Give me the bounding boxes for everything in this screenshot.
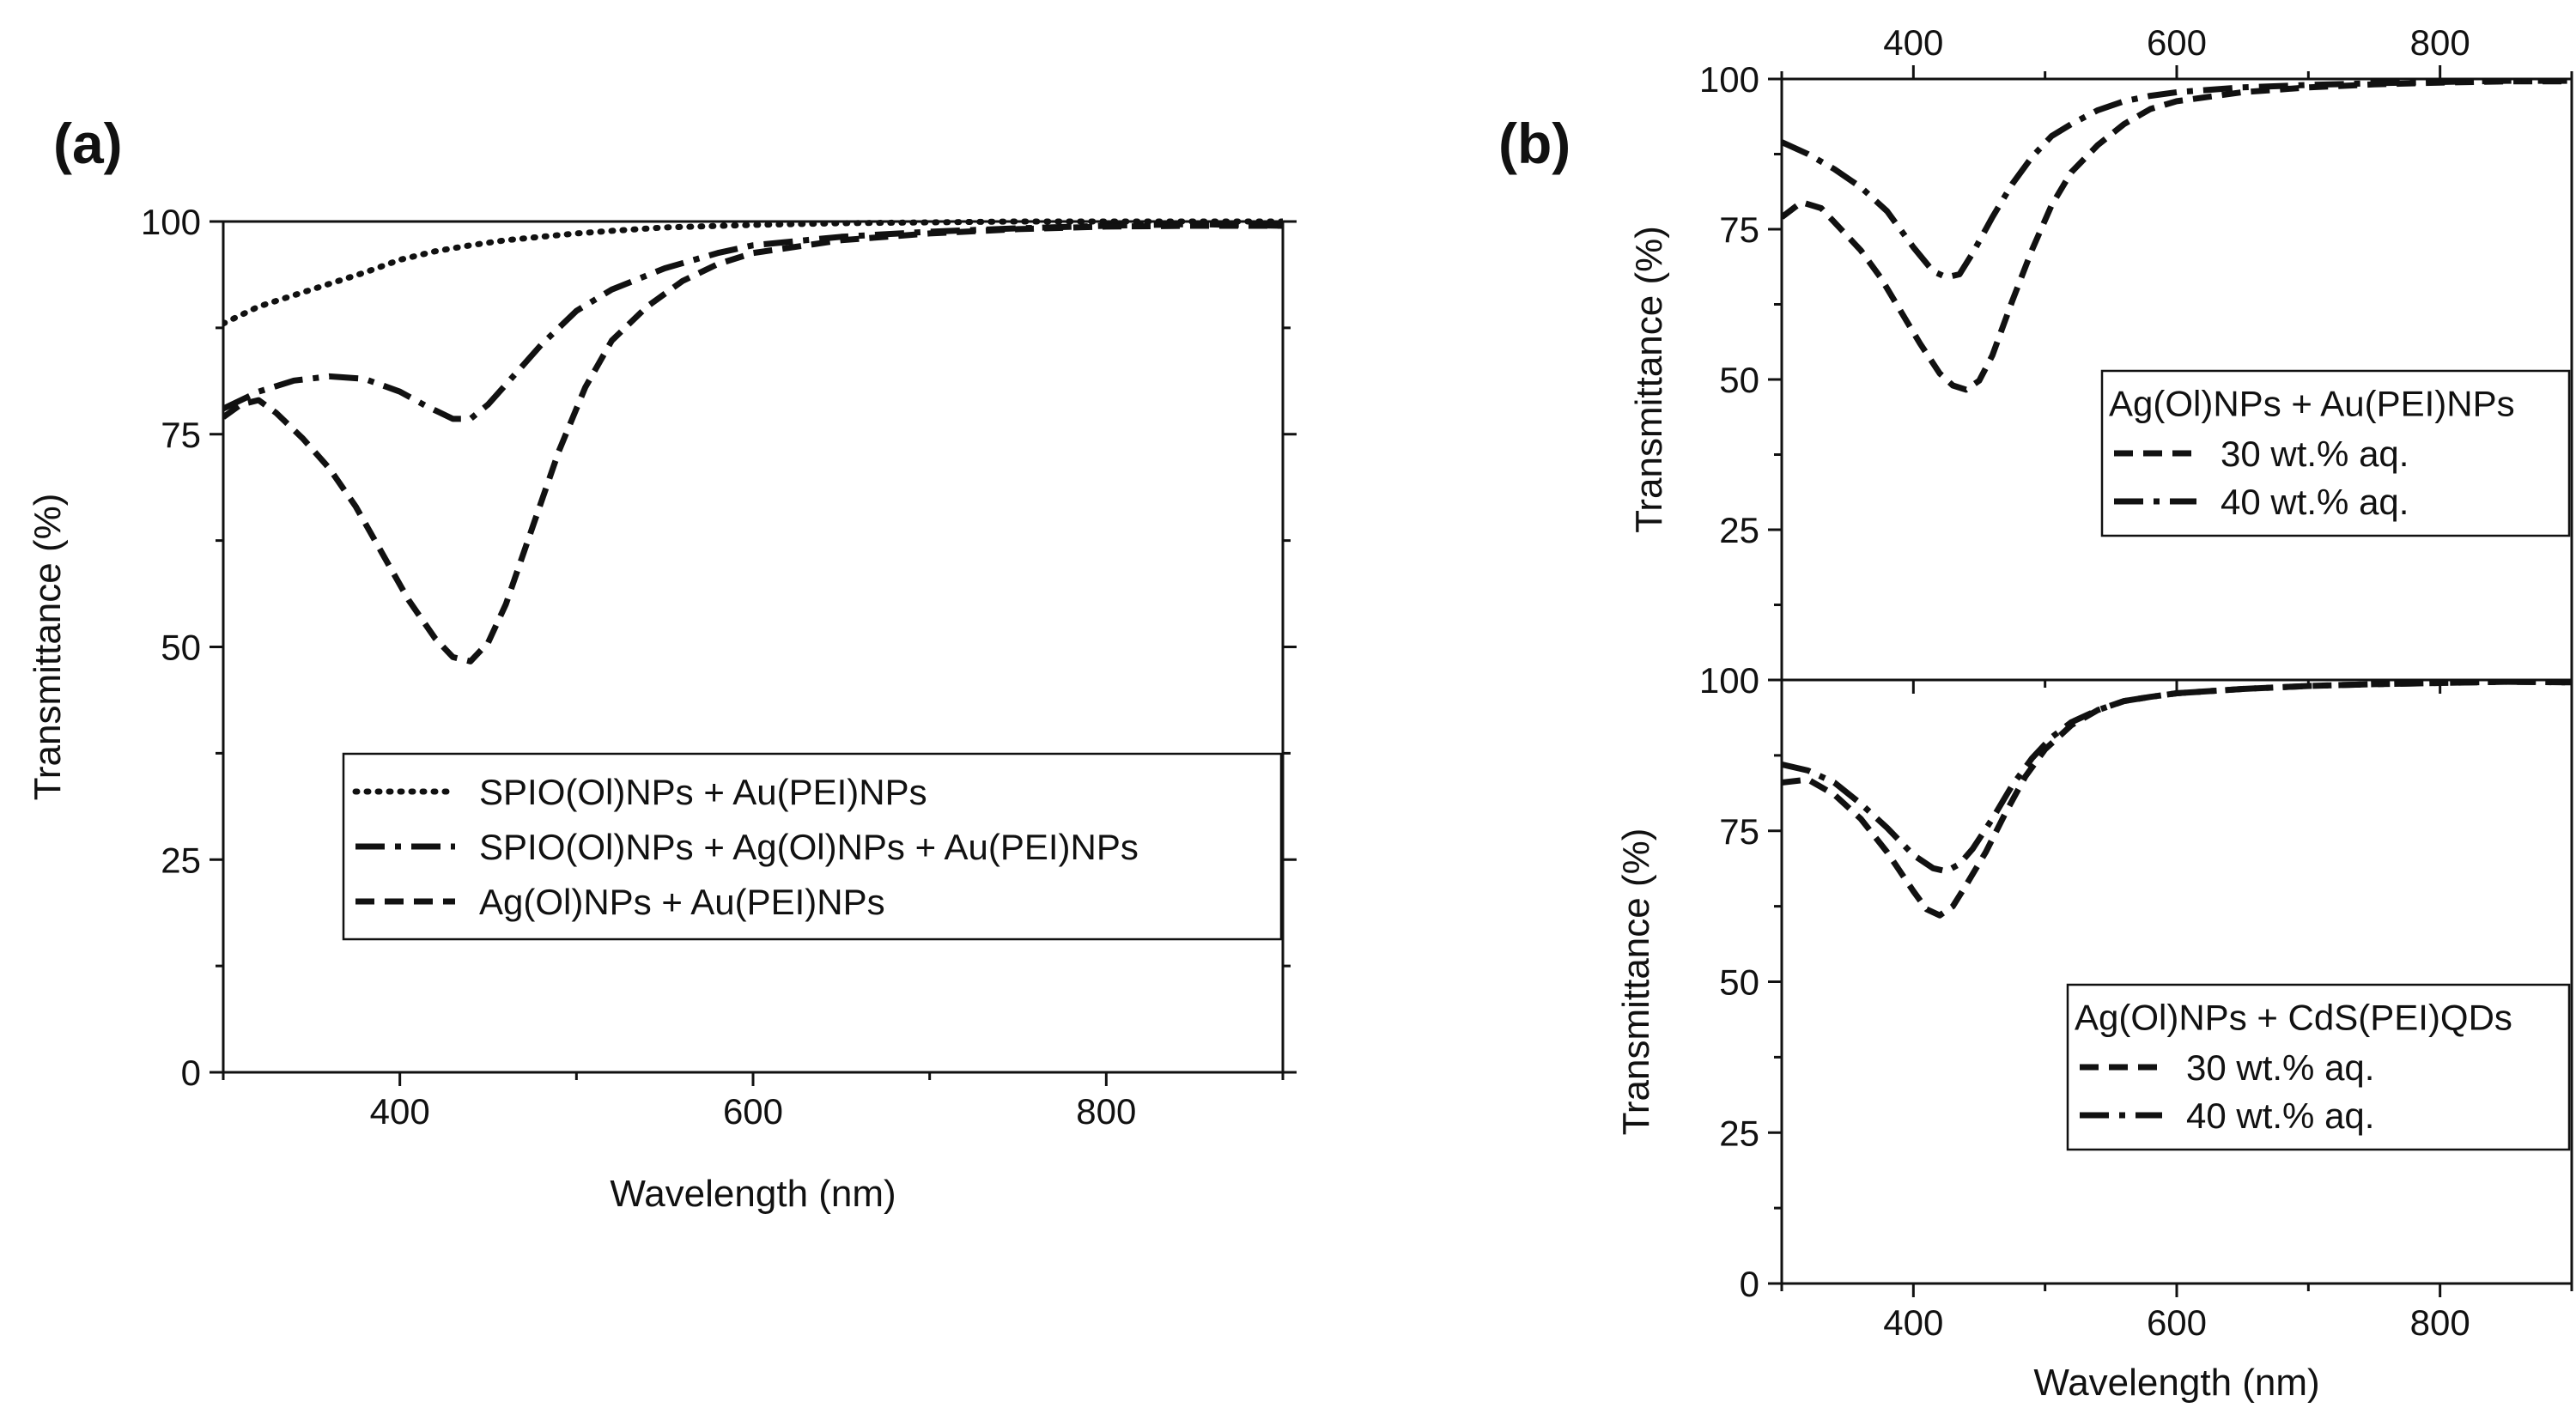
legend-entry: 40 wt.% aq. [2186,1095,2374,1136]
y-tick-label: 100 [1699,660,1759,701]
y-tick-label: 50 [1719,360,1759,400]
y-tick-label: 25 [161,840,201,880]
legend-title: Ag(Ol)NPs + Au(PEI)NPs [2109,383,2515,423]
x-tick-label: 400 [1883,22,1943,63]
y-tick-label: 50 [161,628,201,668]
y-tick-label: 100 [1699,59,1759,100]
series-line-dashdot [1782,77,2572,281]
series-line-dashed [1782,78,2572,393]
x-tick-label: 800 [2410,22,2470,63]
x-tick-label: 600 [2147,22,2207,63]
y-tick-label: 0 [1740,1264,1759,1304]
legend-entry: 30 wt.% aq. [2221,434,2409,474]
legend: Ag(Ol)NPs + Au(PEI)NPs 30 wt.% aq. 40 wt.%… [2100,369,2571,537]
chart-a: 400 600 800 0 25 50 75 100 Wavelength (nm) Transm… [27,112,1297,1215]
x-tick-label: 400 [370,1091,430,1132]
x-tick-label: 600 [2147,1302,2207,1343]
legend-entry: SPIO(Ol)NPs + Au(PEI)NPs [479,772,927,812]
x-axis-title: Wavelength (nm) [2033,1362,2319,1404]
x-axis-title: Wavelength (nm) [610,1173,896,1215]
x-tick-label: 800 [1076,1091,1136,1132]
x-tick-label: 600 [723,1091,783,1132]
legend-entry: 30 wt.% aq. [2186,1047,2374,1088]
legend: SPIO(Ol)NPs + Au(PEI)NPs SPIO(Ol)NPs + Ag… [342,752,1283,941]
legend-title: Ag(Ol)NPs + CdS(PEI)QDs [2075,997,2512,1037]
series-line-dashdot [1782,678,2572,875]
series-line-dotted [223,218,1283,327]
legend-entry: Ag(Ol)NPs + Au(PEI)NPs [479,882,885,922]
chart-b-bottom: 400 600 800 0 25 50 75 100 Wavelength (nm) Transm… [1615,660,2573,1404]
series-line-dashed [223,222,1283,665]
legend-entry: SPIO(Ol)NPs + Ag(Ol)NPs + Au(PEI)NPs [479,827,1139,867]
y-axis-title: Transmittance (%) [1628,226,1670,533]
y-tick-label: 75 [161,415,201,455]
y-tick-label: 50 [1719,962,1759,1003]
x-tick-label: 400 [1883,1302,1943,1343]
panel-label: (a) [53,112,123,175]
x-tick-label: 800 [2410,1302,2470,1343]
legend-box [342,752,1283,941]
y-axis-title: Transmittance (%) [1615,828,1657,1136]
series-line-dashed [1782,678,2572,919]
chart-b-top: 400 600 800 25 50 75 100 Transmittance (%) (b) Ag… [1498,22,2573,694]
y-tick-label: 75 [1719,811,1759,852]
legend: Ag(Ol)NPs + CdS(PEI)QDs 30 wt.% aq. 40 wt.… [2066,983,2571,1151]
legend-entry: 40 wt.% aq. [2221,482,2409,522]
y-tick-label: 0 [181,1053,201,1093]
y-axis-title: Transmittance (%) [27,494,69,801]
y-tick-label: 25 [1719,1113,1759,1153]
y-tick-label: 100 [141,202,201,242]
y-tick-label: 75 [1719,209,1759,250]
panel-label: (b) [1498,112,1571,175]
y-tick-label: 25 [1719,510,1759,550]
